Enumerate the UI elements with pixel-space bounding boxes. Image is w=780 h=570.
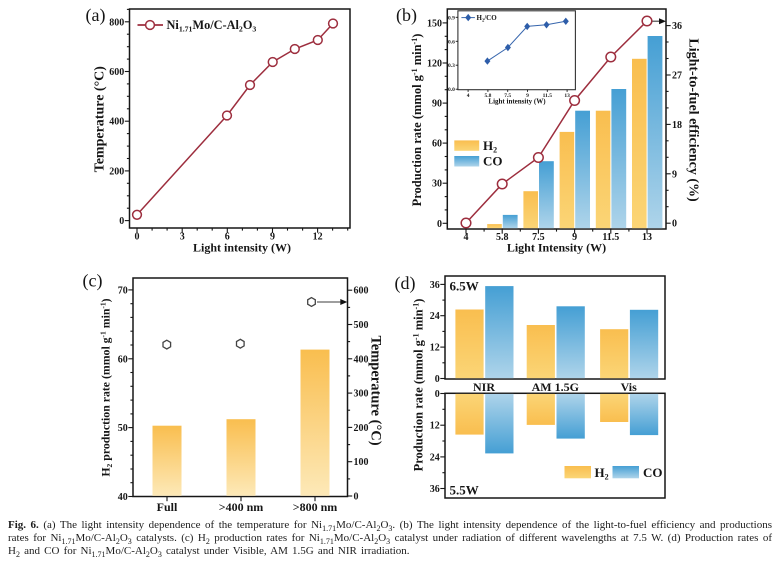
svg-text:3: 3 [180, 231, 185, 242]
svg-text:9: 9 [572, 232, 577, 243]
svg-text:4: 4 [464, 232, 469, 243]
svg-text:H2​: H2​ [595, 465, 609, 482]
svg-text:Production rate (mmol g-1​ min: Production rate (mmol g-1​ min-1​) [410, 34, 424, 207]
svg-text:9: 9 [270, 231, 275, 242]
svg-text:CO: CO [643, 465, 663, 480]
svg-text:Full: Full [157, 500, 178, 514]
svg-text:0.3: 0.3 [448, 63, 455, 69]
svg-text:Light Intensity (W): Light Intensity (W) [507, 240, 606, 254]
svg-text:5.8: 5.8 [484, 93, 491, 99]
svg-text:H2​: H2​ [483, 138, 497, 155]
svg-text:12: 12 [430, 343, 440, 354]
svg-text:0: 0 [435, 389, 440, 400]
svg-text:500: 500 [354, 320, 369, 331]
svg-text:24: 24 [430, 311, 440, 322]
svg-text:600: 600 [109, 67, 124, 78]
svg-text:7.5: 7.5 [504, 93, 511, 99]
svg-text:7.5: 7.5 [532, 232, 545, 243]
svg-text:>800 nm: >800 nm [293, 500, 338, 514]
svg-text:27: 27 [672, 71, 682, 82]
svg-text:H2​/CO: H2​/CO [477, 14, 498, 23]
svg-text:13: 13 [642, 232, 652, 243]
svg-text:Light intensity (W): Light intensity (W) [488, 97, 546, 105]
svg-text:0: 0 [354, 492, 359, 503]
svg-text:50: 50 [118, 423, 128, 434]
svg-text:0.9: 0.9 [448, 15, 455, 21]
svg-text:0: 0 [437, 219, 442, 230]
svg-text:Ni1.71​Mo/C-Al2​O3​: Ni1.71​Mo/C-Al2​O3​ [167, 18, 257, 34]
svg-text:400: 400 [109, 117, 124, 128]
svg-text:(a): (a) [86, 5, 106, 26]
svg-text:36: 36 [430, 484, 440, 495]
svg-text:0: 0 [672, 219, 677, 230]
svg-text:200: 200 [354, 423, 369, 434]
svg-text:NIR: NIR [473, 380, 495, 394]
svg-text:60: 60 [432, 139, 442, 150]
svg-text:5.5W: 5.5W [450, 483, 479, 498]
svg-text:Light intensity (W): Light intensity (W) [193, 240, 291, 254]
svg-text:36: 36 [430, 280, 440, 291]
svg-text:(c): (c) [83, 270, 103, 291]
svg-text:60: 60 [118, 354, 128, 365]
svg-text:Light-to-fuel efficiency (%): Light-to-fuel efficiency (%) [686, 38, 701, 202]
svg-text:36: 36 [672, 21, 682, 32]
svg-text:70: 70 [118, 285, 128, 296]
svg-text:11.5: 11.5 [543, 93, 553, 99]
svg-text:6: 6 [225, 231, 230, 242]
svg-text:9: 9 [526, 93, 529, 99]
svg-text:30: 30 [432, 179, 442, 190]
svg-text:18: 18 [672, 120, 682, 131]
svg-text:150: 150 [427, 18, 442, 29]
svg-text:600: 600 [354, 286, 369, 297]
svg-text:12: 12 [430, 421, 440, 432]
svg-text:200: 200 [109, 166, 124, 177]
svg-text:90: 90 [432, 99, 442, 110]
svg-text:4: 4 [467, 93, 470, 99]
svg-text:120: 120 [427, 59, 442, 70]
svg-text:CO: CO [483, 154, 503, 169]
svg-text:24: 24 [430, 452, 440, 463]
svg-text:12: 12 [313, 231, 323, 242]
svg-text:Temperature (°C): Temperature (°C) [93, 66, 108, 173]
svg-text:5.8: 5.8 [496, 232, 509, 243]
svg-text:11.5: 11.5 [602, 232, 619, 243]
svg-text:100: 100 [354, 457, 369, 468]
svg-text:0: 0 [435, 374, 440, 385]
svg-text:AM 1.5G: AM 1.5G [532, 380, 579, 394]
svg-text:40: 40 [118, 492, 128, 503]
svg-text:Production rate (mmol g-1​ min: Production rate (mmol g-1​ min-1​) [412, 299, 426, 472]
svg-text:0.0: 0.0 [448, 87, 455, 93]
svg-text:0: 0 [119, 216, 124, 227]
svg-text:9: 9 [672, 169, 677, 180]
svg-text:400: 400 [354, 354, 369, 365]
svg-text:0: 0 [135, 231, 140, 242]
svg-text:(b): (b) [396, 5, 417, 26]
svg-text:6.5W: 6.5W [450, 279, 479, 294]
svg-text:13: 13 [564, 93, 570, 99]
svg-text:Vis: Vis [621, 380, 638, 394]
svg-text:>400 nm: >400 nm [219, 500, 264, 514]
svg-text:800: 800 [109, 17, 124, 28]
svg-text:H2​ production rate (mmol g-1​: H2​ production rate (mmol g-1​ min-1​) [99, 298, 115, 476]
svg-text:(d): (d) [395, 273, 416, 294]
svg-text:Temperature (°C): Temperature (°C) [368, 335, 384, 445]
svg-text:0.6: 0.6 [448, 39, 455, 45]
svg-text:300: 300 [354, 389, 369, 400]
